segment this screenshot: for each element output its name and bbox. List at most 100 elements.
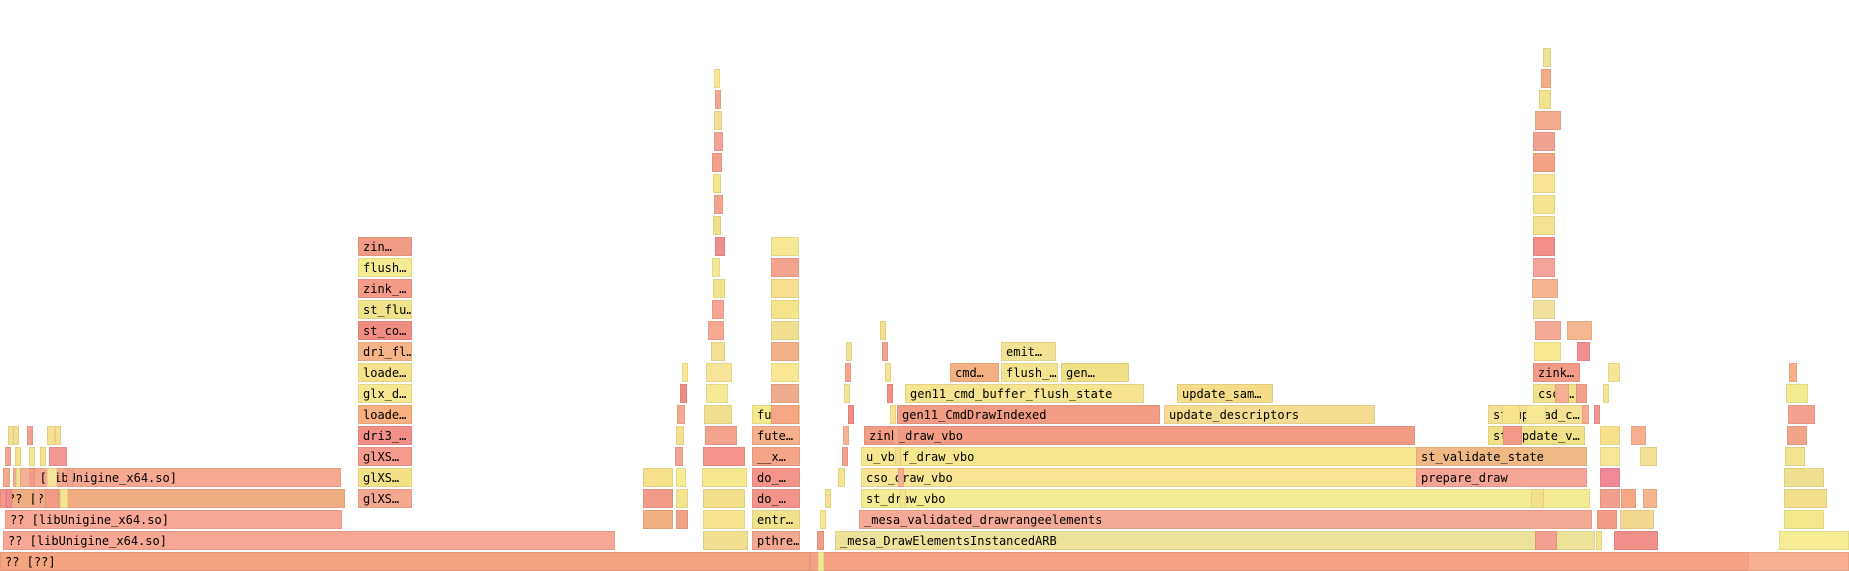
frame[interactable]: [1503, 426, 1522, 445]
frame[interactable]: [1748, 552, 1849, 571]
frame[interactable]: [810, 552, 1849, 571]
frame[interactable]: [890, 405, 896, 424]
frame[interactable]: [1533, 174, 1555, 193]
frame[interactable]: [1784, 489, 1827, 508]
frame[interactable]: [45, 489, 59, 508]
frame-update-sam[interactable]: update_sam…: [1177, 384, 1273, 403]
frame-zink-draw-vbo[interactable]: zink_draw_vbo: [864, 426, 1415, 445]
frame[interactable]: [676, 468, 686, 487]
frame[interactable]: [712, 300, 724, 319]
frame[interactable]: [845, 363, 851, 382]
frame[interactable]: [714, 195, 723, 214]
frame-dri-fl[interactable]: dri_fl…: [358, 342, 412, 361]
frame[interactable]: [1532, 279, 1558, 298]
frame[interactable]: [771, 405, 799, 424]
frame[interactable]: [706, 363, 732, 382]
frame[interactable]: [842, 447, 848, 466]
frame[interactable]: [27, 426, 33, 445]
frame-loade[interactable]: loade…: [358, 363, 412, 382]
frame[interactable]: [1534, 342, 1561, 361]
frame[interactable]: [714, 132, 723, 151]
frame[interactable]: [1787, 426, 1807, 445]
frame-glxs[interactable]: glXS…: [358, 489, 412, 508]
frame-st-draw-vbo[interactable]: st_draw_vbo: [861, 489, 1590, 508]
frame[interactable]: [1543, 48, 1551, 67]
frame-x[interactable]: __x…: [752, 447, 800, 466]
frame-libunigine-x64-so[interactable]: ?? [libUnigine_x64.so]: [13, 468, 341, 487]
frame[interactable]: [1779, 531, 1849, 550]
frame[interactable]: [1789, 363, 1797, 382]
frame[interactable]: [13, 426, 19, 445]
frame[interactable]: [713, 216, 721, 235]
frame[interactable]: [1535, 111, 1561, 130]
frame[interactable]: [60, 489, 68, 508]
frame[interactable]: [848, 405, 854, 424]
frame[interactable]: [1621, 489, 1636, 508]
frame[interactable]: [1788, 405, 1815, 424]
frame-do[interactable]: do_…: [752, 489, 800, 508]
frame-st-co[interactable]: st_co…: [358, 321, 412, 340]
frame[interactable]: [715, 237, 725, 256]
frame[interactable]: [771, 258, 799, 277]
frame[interactable]: [1555, 384, 1569, 403]
frame[interactable]: [844, 384, 850, 403]
frame[interactable]: [704, 405, 732, 424]
frame[interactable]: [1594, 405, 1600, 424]
frame[interactable]: [714, 69, 720, 88]
frame-libunigine-x64-so[interactable]: ?? [libUnigine_x64.so]: [3, 531, 615, 550]
frame[interactable]: [713, 174, 721, 193]
frame[interactable]: [771, 342, 799, 361]
frame-frame[interactable]: ?? [??]: [0, 552, 810, 571]
frame[interactable]: [825, 489, 831, 508]
frame[interactable]: [771, 237, 799, 256]
frame[interactable]: [1620, 510, 1654, 529]
frame[interactable]: [1576, 384, 1587, 403]
frame[interactable]: [1784, 468, 1824, 487]
frame[interactable]: [3, 468, 10, 487]
frame[interactable]: [817, 531, 824, 550]
frame-cso-draw-vbo[interactable]: cso_draw_vbo: [861, 468, 1417, 487]
frame[interactable]: [1640, 447, 1657, 466]
frame[interactable]: [705, 426, 737, 445]
frame-glxs[interactable]: glXS…: [358, 468, 412, 487]
frame-st-validate-state[interactable]: st_validate_state: [1416, 447, 1587, 466]
frame-gen11-cmddrawindexed[interactable]: gen11_CmdDrawIndexed: [897, 405, 1160, 424]
frame[interactable]: [706, 384, 728, 403]
frame-u-vbuf-draw-vbo[interactable]: u_vbuf_draw_vbo: [861, 447, 1417, 466]
frame[interactable]: [702, 468, 747, 487]
frame[interactable]: [1596, 531, 1602, 550]
frame[interactable]: [703, 510, 745, 529]
frame[interactable]: [49, 447, 67, 466]
frame[interactable]: [643, 510, 673, 529]
frame[interactable]: [895, 447, 901, 466]
frame[interactable]: [6, 489, 12, 508]
frame[interactable]: [67, 468, 73, 487]
frame[interactable]: [712, 258, 720, 277]
frame[interactable]: [703, 447, 745, 466]
frame-entr[interactable]: entr…: [752, 510, 800, 529]
frame[interactable]: [887, 384, 893, 403]
frame[interactable]: [1533, 195, 1555, 214]
frame-mesa-validated-drawrangeelements[interactable]: _mesa_validated_drawrangeelements: [859, 510, 1592, 529]
frame-libunigine-x64-so[interactable]: ?? [libUnigine_x64.so]: [5, 510, 342, 529]
frame[interactable]: [1600, 426, 1620, 445]
frame[interactable]: [1539, 90, 1551, 109]
frame-update-descriptors[interactable]: update_descriptors: [1164, 405, 1375, 424]
frame[interactable]: [1785, 447, 1805, 466]
frame[interactable]: [5, 447, 11, 466]
frame-st-flu[interactable]: st_flu…: [358, 300, 412, 319]
frame[interactable]: [1531, 489, 1544, 508]
frame[interactable]: [1535, 531, 1557, 550]
frame[interactable]: [820, 510, 826, 529]
frame[interactable]: [771, 300, 799, 319]
frame[interactable]: [900, 489, 906, 508]
frame[interactable]: [1533, 132, 1555, 151]
frame-cmd[interactable]: cmd…: [950, 363, 999, 382]
frame[interactable]: [40, 447, 46, 466]
frame[interactable]: [713, 279, 725, 298]
frame[interactable]: [1577, 342, 1590, 361]
frame[interactable]: [1533, 258, 1555, 277]
frame-zink[interactable]: zink_…: [358, 279, 412, 298]
frame[interactable]: [893, 426, 899, 445]
frame[interactable]: [771, 279, 799, 298]
